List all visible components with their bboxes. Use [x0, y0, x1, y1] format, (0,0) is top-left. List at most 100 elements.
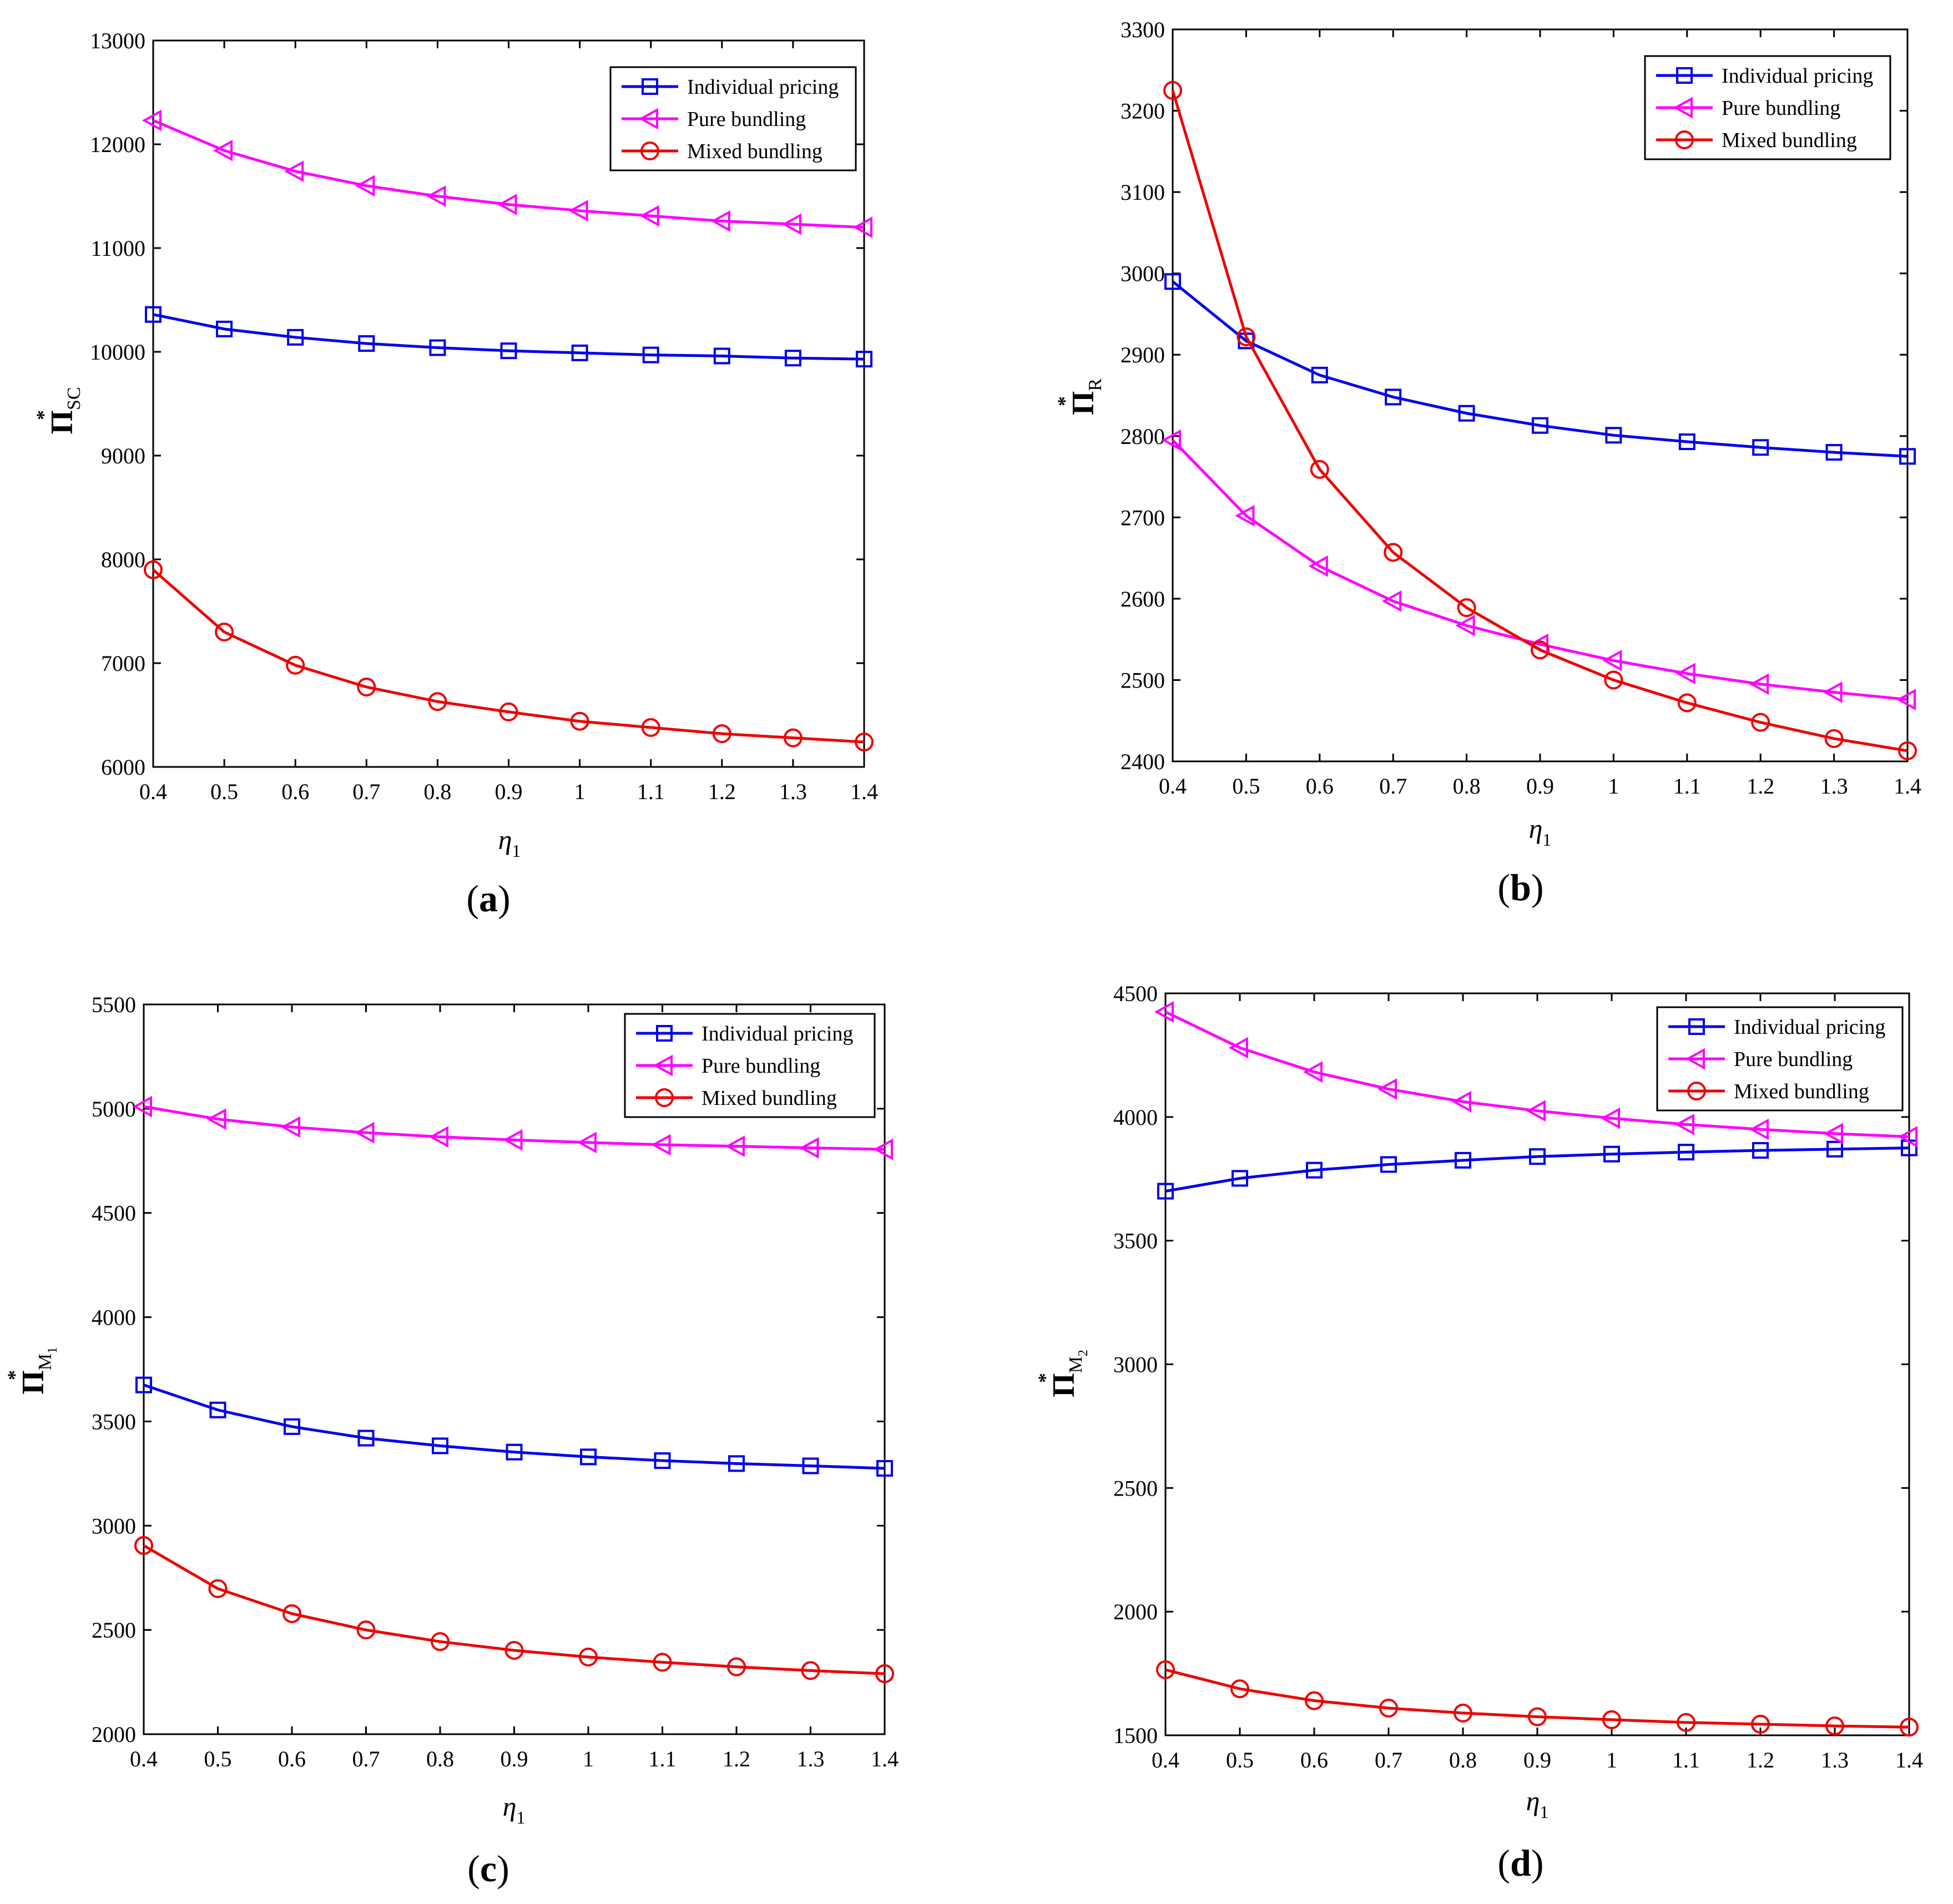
- x-axis-label-symbol: η: [1529, 813, 1543, 844]
- data-point-mixed: [1528, 1707, 1547, 1726]
- data-point-mixed: [1384, 543, 1403, 562]
- x-tick-label: 0.8: [426, 1746, 454, 1771]
- data-point-pure: [1455, 614, 1475, 637]
- series-individual: [145, 306, 872, 368]
- data-point-pure: [1235, 505, 1255, 527]
- data-point-mixed: [208, 1579, 228, 1598]
- legend: Individual pricing Pure bundling Mixed bun…: [1656, 1006, 1904, 1112]
- data-point-individual: [654, 1452, 671, 1469]
- y-axis-label: ΠM1*: [3, 1347, 60, 1395]
- data-point-pure: [1749, 673, 1769, 695]
- y-axis-label-text: ΠM2: [1047, 1350, 1091, 1397]
- panel-label: (b): [1497, 866, 1543, 908]
- series-mixed: [134, 1536, 894, 1684]
- legend-label-individual: Individual pricing: [1734, 1016, 1885, 1039]
- data-point-individual: [1825, 444, 1843, 461]
- data-point-individual: [1603, 1145, 1620, 1163]
- legend-label-pure: Pure bundling: [687, 108, 806, 131]
- y-tick-label: 3000: [1113, 1352, 1158, 1377]
- y-tick-label: 2700: [1121, 505, 1165, 530]
- legend-marker-individual: [642, 78, 658, 95]
- data-point-individual: [432, 1437, 448, 1454]
- data-point-mixed: [499, 702, 518, 721]
- data-point-pure: [1451, 1090, 1471, 1113]
- data-point-mixed: [357, 678, 376, 697]
- data-point-mixed: [1604, 670, 1623, 690]
- x-tick-label: 0.7: [1375, 1748, 1402, 1772]
- data-point-pure: [280, 1116, 300, 1138]
- x-tick-label: 1.4: [850, 779, 878, 804]
- panel-label-open: (: [467, 1847, 480, 1890]
- legend-label-individual: Individual pricing: [1722, 64, 1873, 88]
- y-tick-label: 2600: [1121, 587, 1165, 612]
- data-point-pure: [206, 1108, 226, 1130]
- data-point-mixed: [1163, 80, 1182, 100]
- x-tick-label: 1: [1608, 774, 1619, 799]
- x-tick-label: 0.4: [130, 1746, 158, 1771]
- y-tick-label: 6000: [101, 755, 145, 780]
- legend-marker-mixed: [655, 1088, 674, 1107]
- data-point-mixed: [783, 728, 803, 748]
- data-point-pure: [852, 216, 872, 238]
- series-individual: [1164, 273, 1916, 465]
- data-point-pure: [1602, 649, 1622, 671]
- x-tick-label: 0.6: [1306, 774, 1334, 799]
- y-tick-label: 4500: [92, 1201, 136, 1226]
- y-tick-label: 4500: [1113, 981, 1158, 1006]
- panel-label-letter: b: [1510, 866, 1531, 908]
- x-tick-label: 1.4: [1894, 774, 1921, 799]
- x-tick-label: 0.7: [1379, 774, 1407, 799]
- data-point-pure: [1303, 1061, 1323, 1083]
- panel-label-close: ): [498, 877, 511, 920]
- x-tick-label: 1.3: [1821, 1748, 1849, 1772]
- series-pure: [1154, 1001, 1917, 1148]
- x-tick-label: 0.4: [139, 779, 167, 804]
- y-axis-label-subscript: M: [1066, 1356, 1086, 1373]
- data-point-pure: [577, 1132, 597, 1154]
- data-point-individual: [876, 1459, 893, 1477]
- data-point-mixed: [1751, 713, 1770, 732]
- data-point-individual: [1532, 417, 1548, 434]
- data-point-pure: [1600, 1107, 1620, 1129]
- chart-panel-d: 0.4 0.5 0.6 0.7 0.8 0.9 1 1.1 1.2 1.3 1.4 1500 2000 2…: [1034, 981, 1923, 1884]
- data-point-pure: [725, 1135, 745, 1157]
- data-point-mixed: [286, 655, 305, 675]
- data-point-mixed: [282, 1604, 301, 1623]
- legend-marker-pure: [638, 108, 658, 130]
- data-point-individual: [1605, 427, 1622, 444]
- data-point-mixed: [144, 560, 163, 579]
- data-point-individual: [1458, 405, 1475, 422]
- y-tick-label: 11000: [90, 236, 145, 261]
- y-tick-label: 2500: [92, 1618, 136, 1643]
- data-point-pure: [1308, 555, 1328, 577]
- x-tick-label: 1.2: [708, 779, 736, 804]
- x-axis-label: η1: [498, 824, 521, 861]
- data-point-individual: [713, 347, 730, 365]
- data-point-mixed: [1305, 1691, 1324, 1710]
- y-tick-label: 4000: [92, 1305, 136, 1330]
- data-point-individual: [571, 344, 588, 361]
- x-axis-label-subscript: 1: [512, 841, 521, 861]
- y-axis-label-symbol: Π: [45, 410, 79, 435]
- data-point-mixed: [801, 1661, 820, 1680]
- x-tick-label: 0.5: [210, 779, 238, 804]
- legend-label-pure: Pure bundling: [702, 1054, 820, 1078]
- data-point-individual: [209, 1401, 226, 1418]
- data-point-pure: [503, 1129, 523, 1151]
- data-point-pure: [1896, 689, 1916, 711]
- series-individual: [135, 1376, 893, 1477]
- x-tick-label: 1.1: [1672, 1748, 1700, 1772]
- x-tick-label: 0.6: [1300, 1748, 1328, 1772]
- legend-marker-individual: [1688, 1018, 1705, 1035]
- y-tick-label: 2800: [1121, 424, 1165, 449]
- data-point-mixed: [134, 1536, 153, 1555]
- data-point-mixed: [570, 711, 589, 731]
- series-line-mixed: [143, 1544, 885, 1675]
- data-point-mixed: [1898, 741, 1917, 760]
- series-mixed: [1156, 1660, 1919, 1737]
- panel-label: (d): [1497, 1842, 1543, 1884]
- data-point-mixed: [428, 692, 447, 711]
- data-point-individual: [728, 1455, 745, 1472]
- x-tick-label: 1.3: [779, 779, 807, 804]
